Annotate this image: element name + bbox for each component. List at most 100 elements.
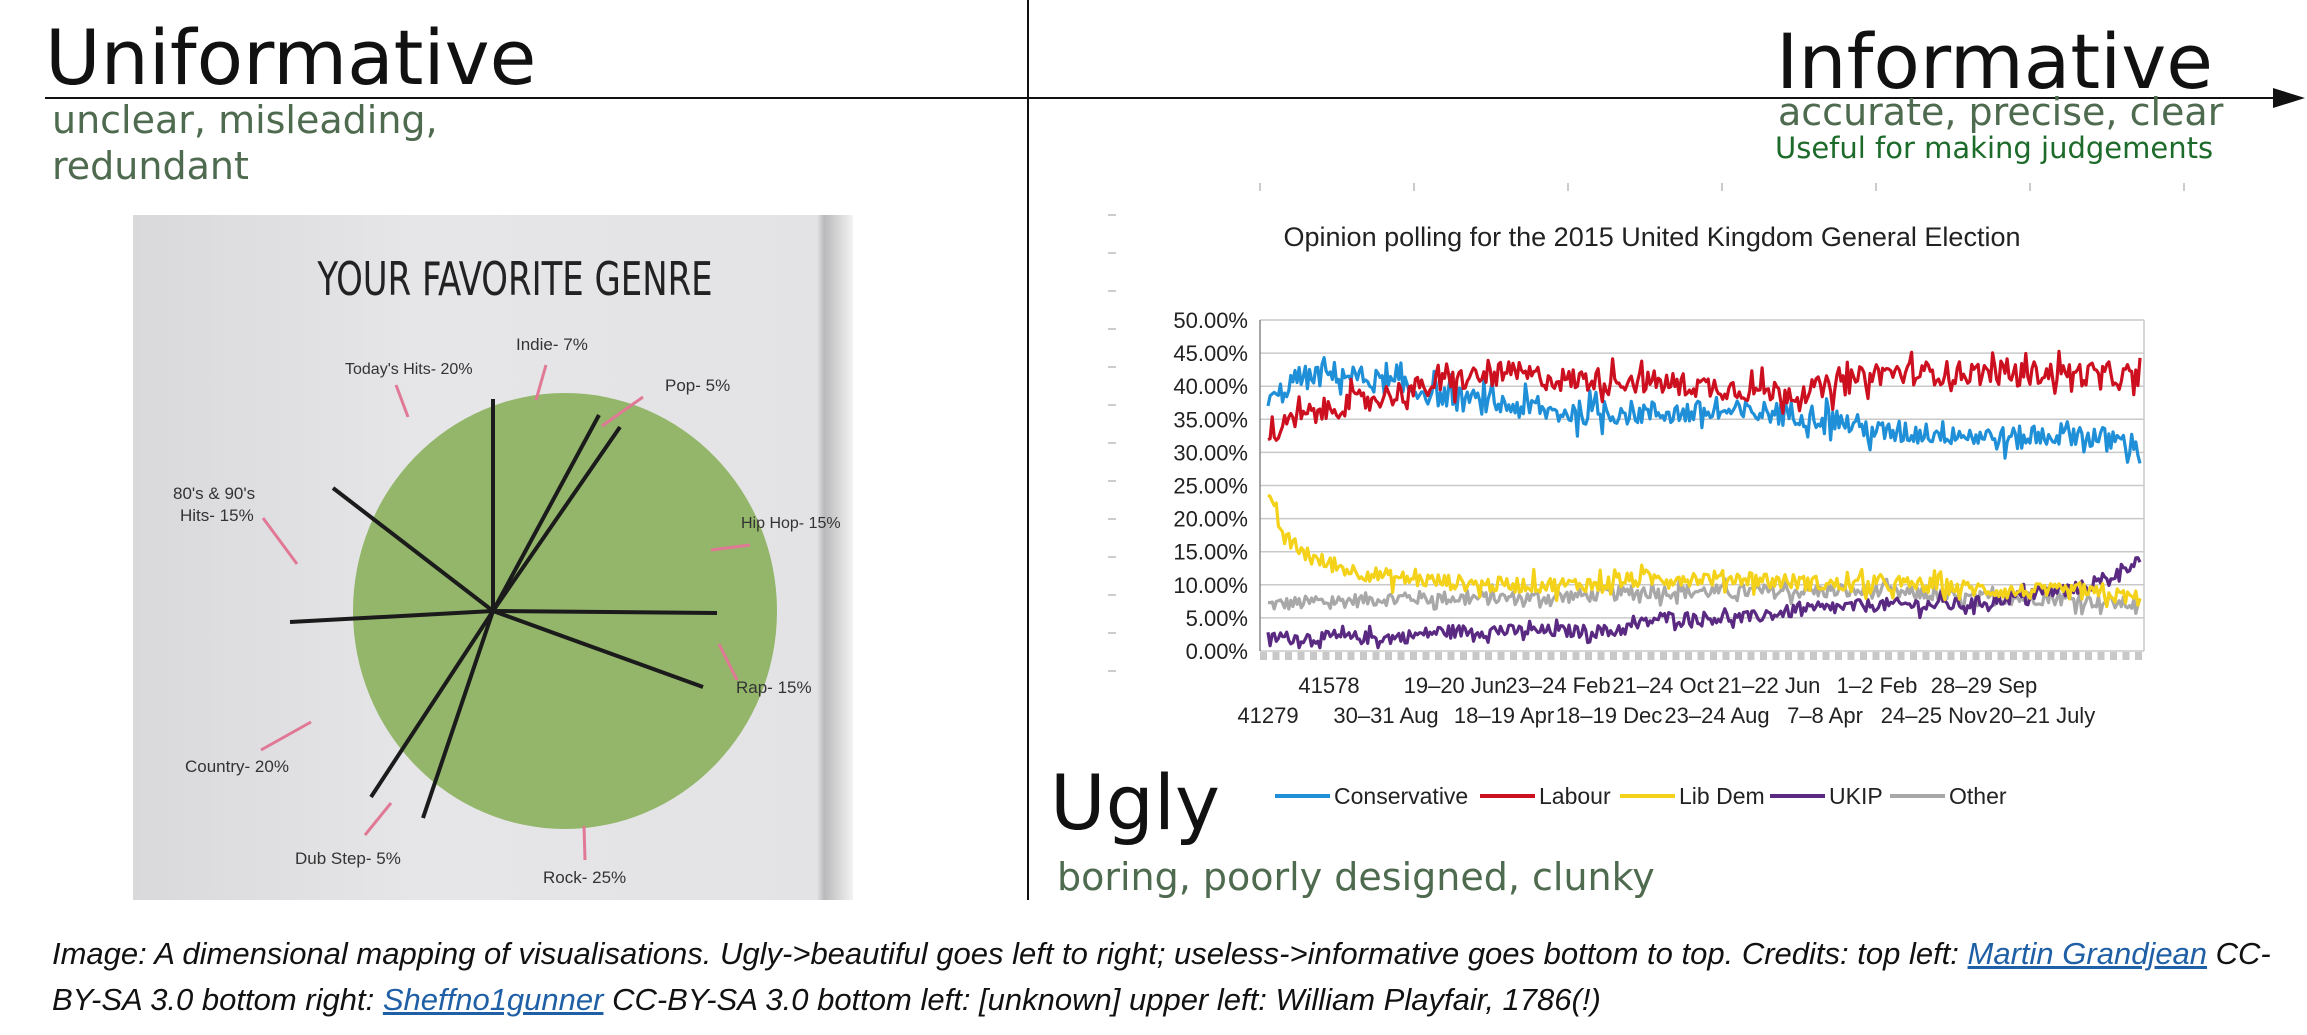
caption-text-1: Image: A dimensional mapping of visualis… xyxy=(52,936,1968,971)
x-tick-label: 21–24 Oct xyxy=(1612,673,1714,698)
x-tick-mark xyxy=(1510,652,1517,660)
x-tick-mark xyxy=(1797,652,1805,660)
legend-item-lib-dem: Lib Dem xyxy=(1620,783,1765,809)
chart-x-tick-labels: 41578 19–20 Jun 23–24 Feb 21–24 Oct 21–22 Ju… xyxy=(1237,673,2095,728)
chart-legend-panel: Conservative Labour Lib Dem UKIP Other xyxy=(1275,783,2007,809)
x-tick-label: 7–8 Apr xyxy=(1787,703,1863,728)
x-tick-label: 18–19 Apr xyxy=(1454,703,1554,728)
x-tick-mark xyxy=(1372,652,1380,660)
informative-note: Useful for making judgements xyxy=(1775,131,2214,165)
chart-series-lines xyxy=(1266,349,2142,650)
legend-label: UKIP xyxy=(1829,783,1883,809)
x-tick-label: 19–20 Jun xyxy=(1404,673,1507,698)
x-tick-mark xyxy=(2022,652,2030,660)
x-tick-mark xyxy=(1847,652,1855,660)
pie-label-country: Country- 20% xyxy=(185,757,289,776)
x-tick-mark xyxy=(1872,652,1880,660)
line-chart-title: Opinion polling for the 2015 United King… xyxy=(1284,222,2021,252)
figure-caption: Image: A dimensional mapping of visualis… xyxy=(52,931,2272,1023)
x-tick-mark xyxy=(1747,652,1755,660)
x-tick-label: 20–21 July xyxy=(1989,703,2095,728)
pie-label-hip-hop: Hip Hop- 15% xyxy=(741,515,841,532)
x-tick-mark xyxy=(1697,652,1705,660)
x-tick-mark xyxy=(1460,652,1467,660)
x-tick-mark xyxy=(2010,652,2017,660)
legend-label: Lib Dem xyxy=(1679,783,1765,809)
x-tick-label: 41578 xyxy=(1298,673,1359,698)
pie-label-80s-90s: 80's & 90's Hits- 15% xyxy=(173,484,260,525)
x-tick-mark xyxy=(1547,652,1555,660)
x-tick-mark xyxy=(1835,652,1842,660)
x-tick-mark xyxy=(1522,652,1530,660)
x-tick-label: 41279 xyxy=(1237,703,1298,728)
x-tick-mark xyxy=(1572,652,1580,660)
x-tick-mark xyxy=(1960,652,1967,660)
x-tick-mark xyxy=(1885,652,1892,660)
caption-text-2: CC-BY-SA 3.0 bottom right: xyxy=(52,936,2271,1017)
ugly-title: Ugly xyxy=(1050,758,1220,847)
pie-label-leaders xyxy=(260,364,751,861)
pie-label-todays-hits: Today's Hits- 20% xyxy=(345,361,473,378)
chart-x-tick-marks xyxy=(1260,652,2142,660)
pie-label-dub-step: Dub Step- 5% xyxy=(295,849,401,868)
legend-label: Other xyxy=(1949,783,2007,809)
legend-item-conservative: Conservative xyxy=(1275,783,1468,809)
x-tick-label: 30–31 Aug xyxy=(1333,703,1438,728)
pie-label-indie: Indie- 7% xyxy=(516,335,588,354)
x-tick-mark xyxy=(1622,652,1630,660)
chart-top-ticks xyxy=(1259,183,2185,191)
x-tick-mark xyxy=(1710,652,1717,660)
x-tick-mark xyxy=(1985,652,1992,660)
chart-y-tick-labels: 50.00% 45.00% 40.00% 35.00% 30.00% 25.00% 20.0… xyxy=(1173,308,1248,664)
pie-chart-title: YOUR FAVORITE GENRE xyxy=(317,252,713,306)
x-tick-mark xyxy=(1297,652,1305,660)
credit-link-sheffno1gunner[interactable]: Sheffno1gunner xyxy=(382,982,604,1017)
x-tick-mark xyxy=(1760,652,1767,660)
x-tick-mark xyxy=(1897,652,1905,660)
x-tick-label: 28–29 Sep xyxy=(1931,673,2037,698)
ugly-subtitle: boring, poorly designed, clunky xyxy=(1057,855,1655,899)
y-tick-label: 5.00% xyxy=(1186,606,1248,631)
x-tick-mark xyxy=(1660,652,1667,660)
x-tick-label: 24–25 Nov xyxy=(1881,703,1987,728)
x-tick-mark xyxy=(1397,652,1405,660)
pie-label-pop: Pop- 5% xyxy=(665,376,730,395)
x-tick-mark xyxy=(2060,652,2067,660)
y-tick-label: 15.00% xyxy=(1173,540,1248,565)
axis-arrow-head xyxy=(2273,88,2305,108)
informative-title: Informative xyxy=(1776,17,2213,106)
x-tick-mark xyxy=(1972,652,1980,660)
x-tick-mark xyxy=(1922,652,1930,660)
x-tick-mark xyxy=(1685,652,1692,660)
x-tick-mark xyxy=(1772,652,1780,660)
x-tick-mark xyxy=(1647,652,1655,660)
legend-label: Conservative xyxy=(1334,783,1468,809)
x-tick-mark xyxy=(1310,652,1317,660)
y-tick-label: 0.00% xyxy=(1186,639,1248,664)
pie-label-rock: Rock- 25% xyxy=(543,868,626,887)
x-tick-mark xyxy=(2085,652,2092,660)
pie-slice-dividers xyxy=(289,399,718,819)
x-tick-mark xyxy=(1722,652,1730,660)
x-tick-mark xyxy=(2072,652,2080,660)
y-tick-label: 45.00% xyxy=(1173,341,1248,366)
x-tick-mark xyxy=(2122,652,2130,660)
x-tick-mark xyxy=(1785,652,1792,660)
legend-label: Labour xyxy=(1539,783,1611,809)
x-tick-mark xyxy=(1272,652,1280,660)
credit-link-martin-grandjean[interactable]: Martin Grandjean xyxy=(1967,936,2208,971)
series-line-labour xyxy=(1267,349,2142,442)
y-tick-label: 25.00% xyxy=(1173,474,1248,499)
y-tick-label: 35.00% xyxy=(1173,407,1248,432)
x-tick-label: 23–24 Feb xyxy=(1505,673,1610,698)
y-tick-label: 10.00% xyxy=(1173,573,1248,598)
x-tick-mark xyxy=(1472,652,1480,660)
x-tick-mark xyxy=(1597,652,1605,660)
x-tick-mark xyxy=(2097,652,2105,660)
x-tick-mark xyxy=(1447,652,1455,660)
x-tick-mark xyxy=(1810,652,1817,660)
x-tick-mark xyxy=(2135,652,2142,660)
x-tick-label: 21–22 Jun xyxy=(1718,673,1821,698)
x-tick-mark xyxy=(1560,652,1567,660)
vertical-axis-line xyxy=(1027,0,1029,900)
